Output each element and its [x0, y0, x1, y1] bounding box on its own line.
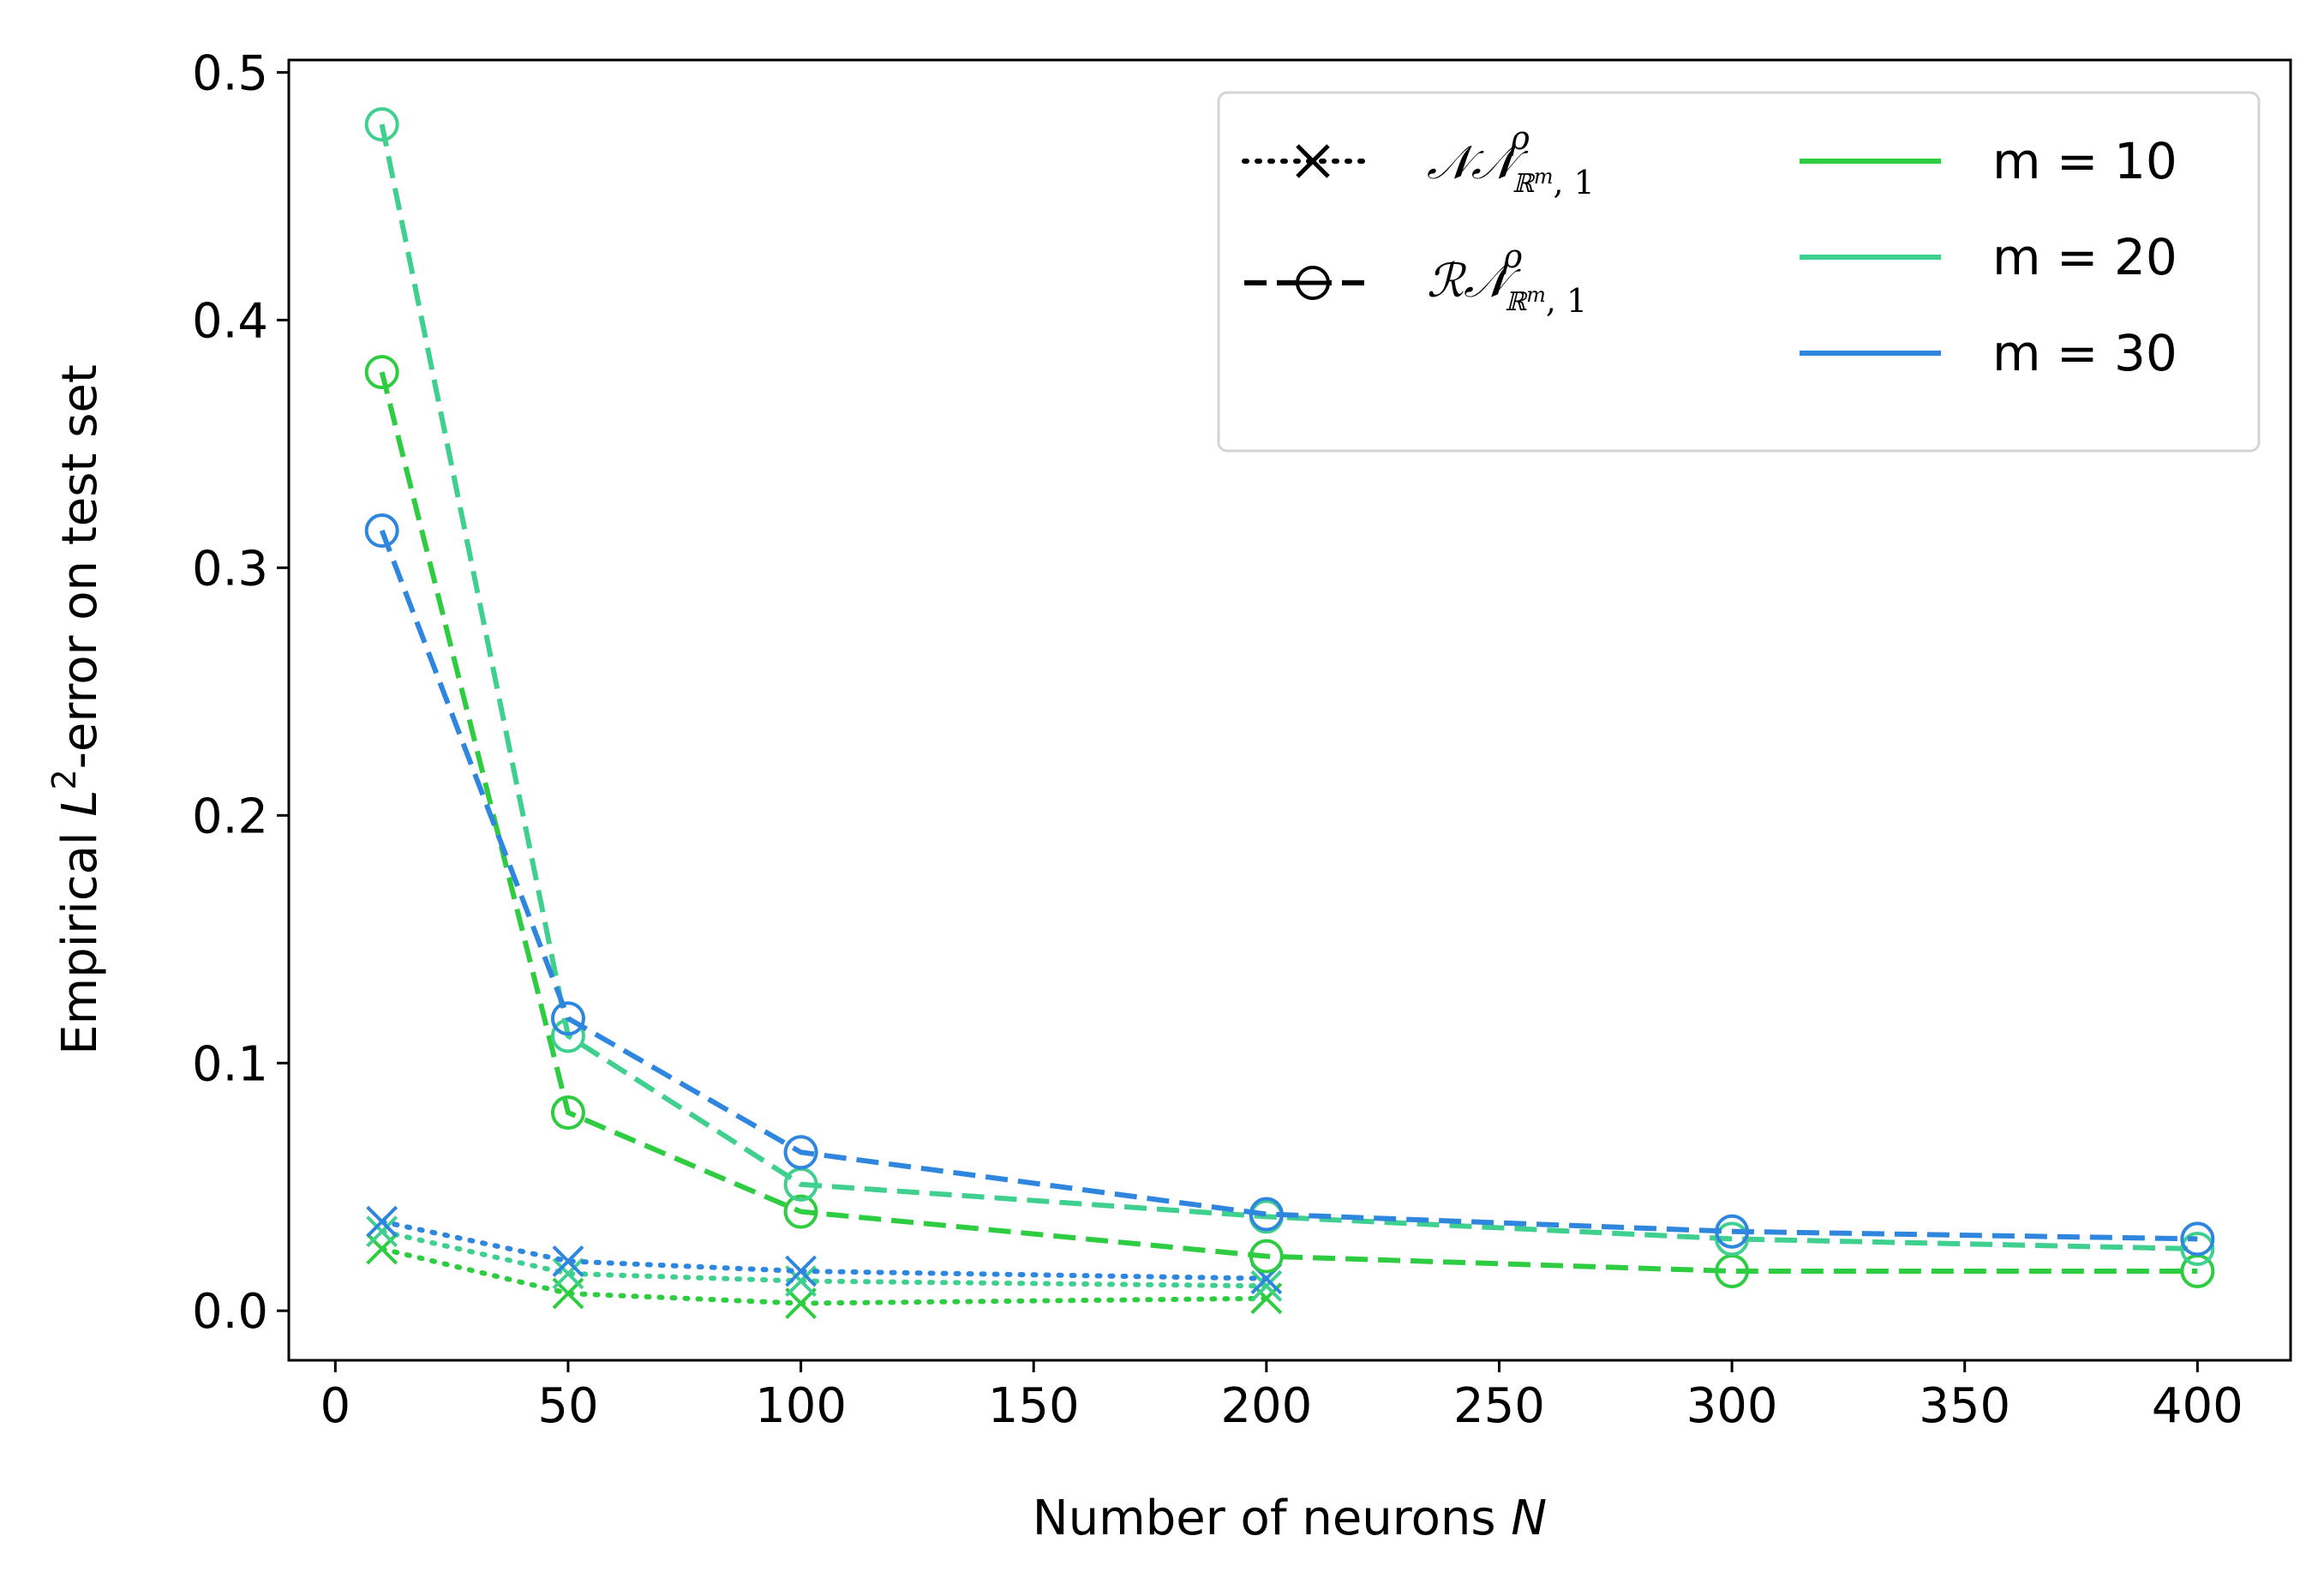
data-point-nn-m-30 — [552, 1245, 584, 1277]
legend-entry-m20: m = 20 — [1800, 228, 2177, 286]
data-point-nn-m-20 — [552, 1257, 584, 1290]
data-point-rn-m-30 — [783, 1135, 818, 1170]
data-point-rn-m-10 — [783, 1194, 818, 1229]
y-tick-label: 0.1 — [192, 1036, 268, 1092]
plot-frame — [287, 58, 2292, 1362]
legend-entry-rn: ℛ𝒩ρ ℝm, 1 — [1244, 237, 1587, 320]
series-layer — [364, 107, 2215, 1319]
legend-m20-label: m = 20 — [1992, 228, 2177, 286]
y-axis: 0.0 0.1 0.2 0.3 0.4 0.5 — [192, 45, 289, 1340]
series-rn-m-10 — [364, 355, 2215, 1288]
y-tick-label: 0.3 — [192, 541, 268, 597]
legend: 𝒩𝒩ρ ℝm, 1 ℛ𝒩ρ ℝm, 1 m = 10 m = 20 m = 30 — [1217, 91, 2261, 453]
series-rn-m-30 — [364, 513, 2215, 1257]
series-line-rn-m-10 — [379, 371, 2198, 1274]
x-axis-label: Number of neurons N — [1033, 1491, 1547, 1546]
x-tick-label: 400 — [2152, 1378, 2243, 1434]
data-point-rn-m-30 — [364, 513, 399, 549]
legend-entry-m10: m = 10 — [1800, 132, 2177, 190]
x-tick-label: 150 — [988, 1378, 1080, 1434]
legend-nn-label: 𝒩𝒩ρ ℝm, 1 — [1427, 119, 1595, 201]
x-tick-label: 350 — [1919, 1378, 2010, 1434]
x-tick-label: 250 — [1453, 1378, 1545, 1434]
data-point-rn-m-30 — [1715, 1214, 1750, 1249]
x-tick-label: 300 — [1686, 1378, 1778, 1434]
data-point-nn-m-30 — [785, 1255, 817, 1287]
series-line-rn-m-20 — [379, 123, 2198, 1251]
data-point-nn-m-20 — [1250, 1269, 1283, 1302]
y-tick-label: 0.4 — [192, 293, 268, 349]
data-point-nn-m-10 — [785, 1287, 817, 1319]
series-line-nn-m-20 — [379, 1228, 1269, 1289]
x-tick-label: 50 — [537, 1378, 598, 1434]
y-tick-label: 0.0 — [192, 1284, 268, 1340]
x-tick-label: 0 — [320, 1378, 351, 1434]
data-point-rn-m-10 — [1249, 1239, 1284, 1274]
data-point-rn-m-30 — [1249, 1197, 1284, 1232]
data-point-rn-m-30 — [2180, 1221, 2215, 1257]
data-point-rn-m-20 — [364, 107, 399, 142]
x-axis: 0 50 100 150 200 250 300 350 400 — [320, 1360, 2243, 1434]
x-tick-label: 200 — [1220, 1378, 1312, 1434]
legend-rn-label: ℛ𝒩ρ ℝm, 1 — [1427, 237, 1587, 320]
legend-entry-nn: 𝒩𝒩ρ ℝm, 1 — [1242, 119, 1595, 201]
data-point-rn-m-10 — [364, 355, 399, 390]
legend-entry-m30: m = 30 — [1800, 324, 2177, 382]
series-line-nn-m-10 — [379, 1246, 1269, 1306]
x-tick-label: 100 — [755, 1378, 847, 1434]
y-tick-label: 0.5 — [192, 45, 268, 101]
series-nn-m-30 — [366, 1205, 1283, 1295]
data-point-rn-m-20 — [2180, 1231, 2215, 1266]
data-point-nn-m-20 — [366, 1215, 398, 1248]
data-point-nn-m-30 — [366, 1205, 398, 1238]
data-point-rn-m-10 — [550, 1095, 585, 1131]
y-axis-label: Empirical L2-error on test set — [45, 364, 108, 1055]
y-tick-label: 0.2 — [192, 789, 268, 844]
data-point-rn-m-30 — [550, 1001, 585, 1036]
legend-m30-label: m = 30 — [1992, 324, 2177, 382]
series-line-nn-m-30 — [379, 1219, 1269, 1281]
legend-m10-label: m = 10 — [1992, 132, 2177, 190]
legend-nn-x-marker — [1296, 144, 1330, 178]
legend-frame — [1217, 91, 2261, 453]
series-line-rn-m-30 — [379, 529, 2198, 1242]
